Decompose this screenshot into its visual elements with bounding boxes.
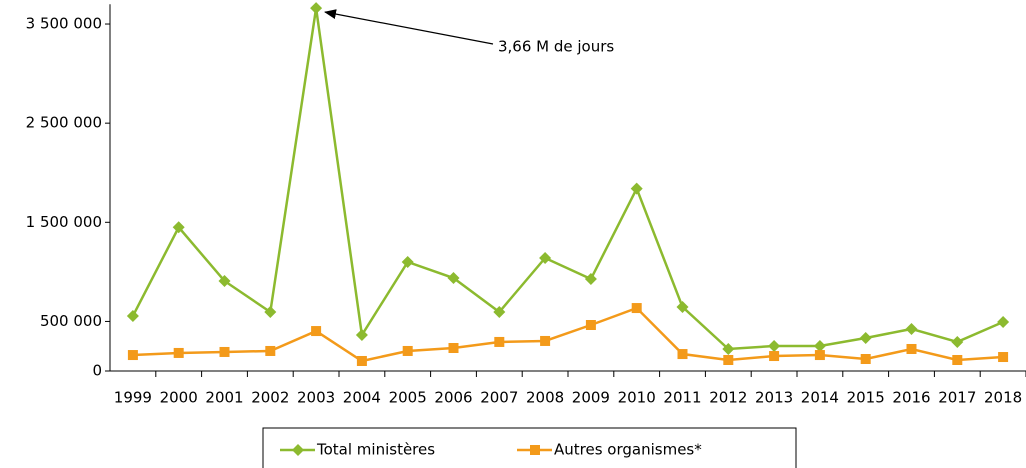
marker-diamond xyxy=(905,322,918,335)
marker-square xyxy=(769,351,780,362)
marker-diamond xyxy=(447,272,460,285)
legend-label: Total ministères xyxy=(316,441,435,459)
x-tick-label: 1999 xyxy=(114,389,152,407)
series-line xyxy=(131,7,1004,351)
marker-diamond xyxy=(539,251,552,264)
y-tick-label: 2 500 000 xyxy=(26,114,102,132)
marker-diamond xyxy=(768,340,781,353)
legend-marker xyxy=(292,444,304,456)
marker-square xyxy=(906,343,917,354)
y-tick-label: 1 500 000 xyxy=(26,213,102,231)
x-tick-label: 2008 xyxy=(526,389,564,407)
x-tick-label: 2010 xyxy=(618,389,656,407)
marker-diamond xyxy=(584,273,597,286)
y-tick-label: 3 500 000 xyxy=(26,15,102,33)
marker-square xyxy=(631,303,642,314)
marker-square xyxy=(540,335,551,346)
annotation-arrow xyxy=(324,9,494,45)
marker-square xyxy=(219,346,230,357)
x-tick-label: 2003 xyxy=(297,389,335,407)
legend xyxy=(262,427,797,468)
marker-diamond xyxy=(218,274,231,287)
marker-square xyxy=(585,320,596,331)
x-tick-label: 2016 xyxy=(892,389,930,407)
marker-diamond xyxy=(264,306,277,319)
y-tick-label: 500 000 xyxy=(40,312,102,330)
marker-diamond xyxy=(493,306,506,319)
marker-diamond xyxy=(126,309,139,322)
y-tick-label: 0 xyxy=(92,362,102,380)
marker-diamond xyxy=(997,316,1010,329)
marker-diamond xyxy=(859,331,872,344)
marker-diamond xyxy=(722,342,735,355)
marker-square xyxy=(952,354,963,365)
marker-diamond xyxy=(310,2,323,15)
marker-square xyxy=(265,345,276,356)
x-tick-label: 2011 xyxy=(663,389,701,407)
x-tick-label: 2005 xyxy=(389,389,427,407)
x-tick-label: 2013 xyxy=(755,389,793,407)
marker-square xyxy=(311,326,322,337)
marker-diamond xyxy=(676,300,689,313)
x-tick-label: 2000 xyxy=(160,389,198,407)
marker-square xyxy=(723,354,734,365)
marker-diamond xyxy=(630,182,643,195)
x-tick-label: 2018 xyxy=(984,389,1022,407)
marker-diamond xyxy=(172,221,185,234)
marker-square xyxy=(998,352,1009,363)
x-tick-label: 2002 xyxy=(251,389,289,407)
x-tick-label: 2012 xyxy=(709,389,747,407)
x-tick-label: 2017 xyxy=(938,389,976,407)
legend-marker xyxy=(530,445,540,455)
marker-square xyxy=(677,349,688,360)
marker-square xyxy=(127,350,138,361)
marker-diamond xyxy=(401,255,414,268)
legend-label: Autres organismes* xyxy=(554,441,702,459)
series-line xyxy=(132,306,1004,363)
marker-square xyxy=(356,355,367,366)
marker-square xyxy=(173,347,184,358)
x-tick-label: 2006 xyxy=(434,389,472,407)
marker-square xyxy=(448,343,459,354)
x-tick-label: 2007 xyxy=(480,389,518,407)
x-tick-label: 2009 xyxy=(572,389,610,407)
x-tick-label: 2001 xyxy=(205,389,243,407)
marker-square xyxy=(494,336,505,347)
marker-square xyxy=(814,350,825,361)
annotation: 3,66 M de jours xyxy=(498,38,614,56)
x-tick-label: 2014 xyxy=(801,389,839,407)
marker-diamond xyxy=(951,335,964,348)
x-tick-label: 2004 xyxy=(343,389,381,407)
x-tick-label: 2015 xyxy=(847,389,885,407)
marker-square xyxy=(860,354,871,365)
marker-square xyxy=(402,345,413,356)
marker-diamond xyxy=(813,340,826,353)
marker-diamond xyxy=(355,329,368,342)
